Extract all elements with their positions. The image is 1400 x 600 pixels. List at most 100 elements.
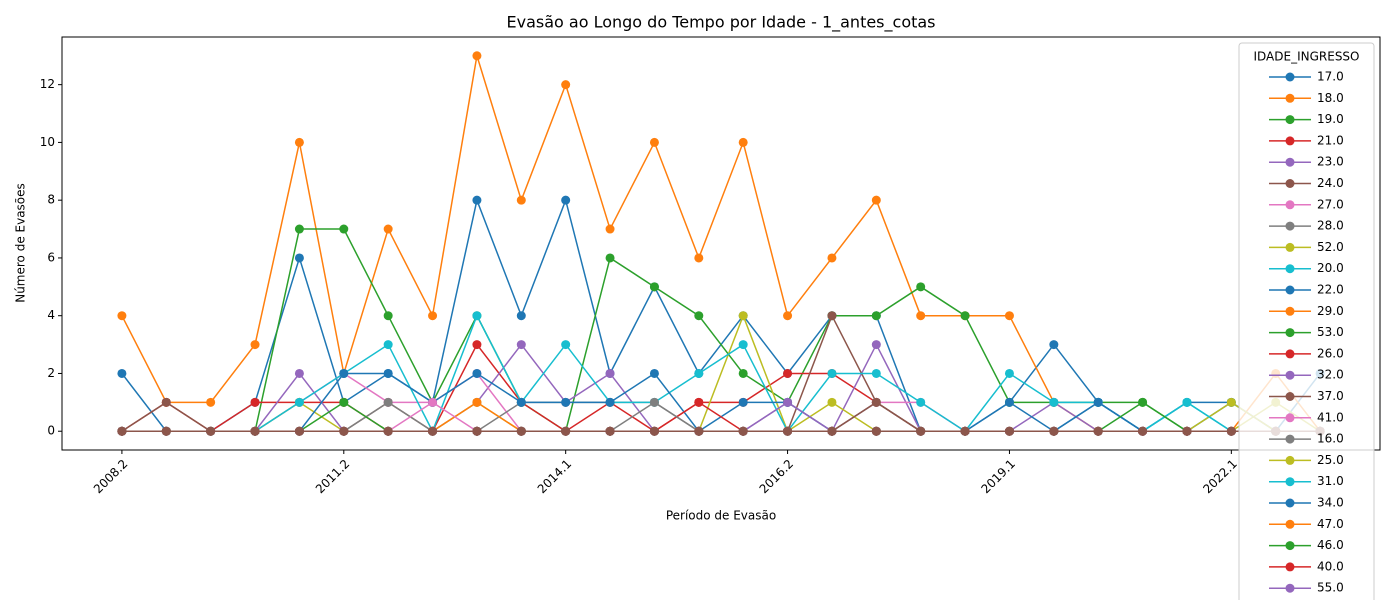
data-point [383,340,393,350]
legend-label: 21.0 [1317,133,1344,147]
data-point [738,340,748,350]
data-point [383,368,393,378]
data-point [605,368,615,378]
legend-label: 19.0 [1317,112,1344,126]
data-point [472,311,482,321]
x-tick-label: 2008.2 [91,457,131,497]
legend-marker [1285,93,1295,103]
legend-marker [1285,541,1295,551]
data-point [250,426,260,436]
data-point [472,340,482,350]
data-point [428,426,438,436]
data-point [117,426,127,436]
data-point [916,282,926,292]
legend-label: 29.0 [1317,304,1344,318]
data-point [294,397,304,407]
data-point [916,311,926,321]
legend-marker [1285,72,1295,82]
data-point [472,368,482,378]
data-point [827,368,837,378]
legend-marker [1285,306,1295,316]
data-point [738,311,748,321]
data-point [161,397,171,407]
legend-marker [1285,328,1295,338]
data-point [871,368,881,378]
legend-marker [1285,455,1295,465]
legend-title: IDADE_INGRESSO [1253,50,1359,64]
data-point [1226,397,1236,407]
data-point [1182,426,1192,436]
legend-box [1238,42,1375,600]
data-point [605,224,615,234]
plot-frame [61,36,1381,451]
data-point [694,426,704,436]
data-point [294,253,304,263]
legend-marker [1285,392,1295,401]
legend-marker [1285,115,1295,125]
legend-label: 31.0 [1317,474,1344,488]
data-point [383,426,393,436]
data-point [694,311,704,321]
data-point [428,311,438,321]
data-point [1049,340,1059,350]
legend-label: 25.0 [1317,453,1344,467]
data-point [472,397,482,407]
data-point [783,368,793,378]
y-tick-label: 4 [47,308,55,322]
data-point [1004,368,1014,378]
y-tick-label: 6 [47,250,55,264]
legend-marker [1285,242,1295,252]
data-point [516,426,526,436]
data-point [294,426,304,436]
data-point [783,426,793,436]
legend-marker [1285,349,1295,359]
data-point [339,426,349,436]
data-point [1004,426,1014,436]
data-point [960,426,970,436]
legend-marker [1285,179,1295,188]
legend-label: 52.0 [1317,240,1344,254]
legend-marker [1285,562,1295,572]
data-point [1049,426,1059,436]
data-point [472,426,482,436]
data-point [561,340,571,350]
legend-label: 22.0 [1317,283,1344,297]
data-point [1182,397,1192,407]
legend-marker [1285,157,1295,167]
data-point [1138,397,1148,407]
data-point [516,397,526,407]
legend-label: 26.0 [1317,346,1344,360]
legend-marker [1285,498,1295,508]
data-point [916,397,926,407]
data-point [561,80,571,90]
chart-title: Evasão ao Longo do Tempo por Idade - 1_a… [506,13,935,33]
legend-marker [1285,519,1295,529]
data-point [339,397,349,407]
series-line [121,197,1321,433]
legend-label: 23.0 [1317,155,1344,169]
data-point [738,137,748,147]
data-point [694,368,704,378]
data-point [827,253,837,263]
data-point [649,426,659,436]
data-point [1004,311,1014,321]
data-point [472,51,482,61]
data-point [383,224,393,234]
data-point [605,426,615,436]
data-point [1138,426,1148,436]
legend-label: 24.0 [1317,176,1344,190]
series-line [121,401,1321,432]
legend-marker [1285,221,1295,231]
data-point [428,397,438,407]
data-point [161,426,171,436]
legend-label: 55.0 [1317,581,1344,595]
data-point [1093,426,1103,436]
data-point [1226,426,1236,436]
y-tick-label: 2 [47,366,55,380]
data-point [117,311,127,321]
legend-label: 53.0 [1317,325,1344,339]
legend-label: 28.0 [1317,219,1344,233]
y-tick-label: 8 [47,193,55,207]
y-tick-label: 12 [40,77,55,91]
